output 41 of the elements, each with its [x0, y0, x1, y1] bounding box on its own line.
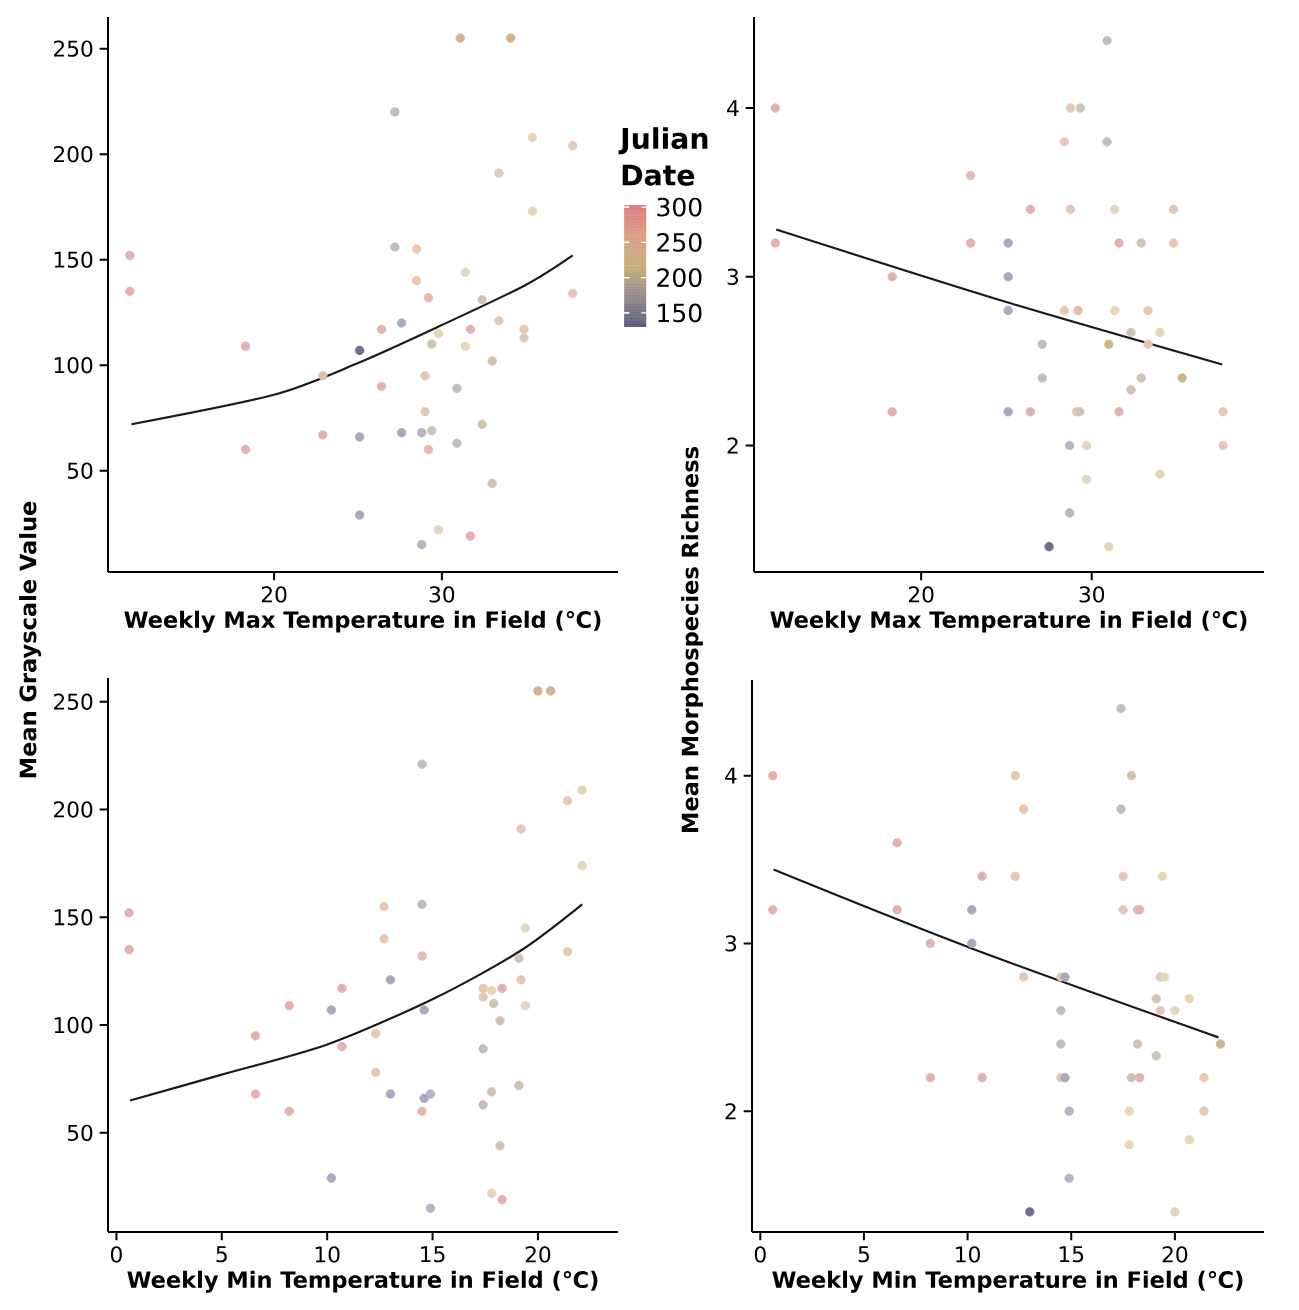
color-bar-label: 300 [657, 197, 702, 217]
y-tick-label: 4 [727, 100, 739, 116]
x-axis-title: Weekly Min Temperature in Field (℃) [127, 1270, 598, 1293]
color-bar-label: 200 [657, 268, 702, 288]
x-axis-title: Weekly Min Temperature in Field (℃) [772, 1270, 1243, 1293]
y-tick-label: 100 [54, 1016, 93, 1034]
y-axis-title: Mean Morphospecies Richness [681, 447, 703, 832]
y-axis-title: Mean Grayscale Value [19, 501, 42, 778]
y-tick-label: 2 [725, 1103, 736, 1120]
y-tick-label: 150 [54, 251, 93, 268]
color-bar-label: 150 [658, 303, 702, 323]
x-tick-label: 15 [421, 1246, 445, 1263]
x-tick-label: 30 [429, 586, 455, 603]
x-tick-label: 20 [1162, 1246, 1188, 1263]
x-tick-label: 20 [261, 586, 287, 603]
y-tick-label: 2 [727, 437, 738, 454]
x-tick-label: 5 [858, 1246, 869, 1263]
y-tick-label: 3 [727, 268, 739, 285]
x-tick-label: 10 [956, 1246, 980, 1263]
color-bar-label: 250 [657, 232, 702, 252]
y-tick-label: 3 [725, 935, 737, 952]
y-tick-label: 100 [54, 356, 93, 374]
x-tick-label: 15 [1059, 1246, 1084, 1263]
x-tick-label: 10 [315, 1246, 340, 1263]
x-tick-label: 0 [754, 1246, 766, 1263]
x-tick-label: 30 [1079, 586, 1105, 603]
x-tick-label: 20 [908, 586, 934, 603]
y-tick-label: 150 [54, 909, 93, 926]
y-tick-label: 250 [54, 693, 93, 710]
color-bar-title: Julian Date [618, 127, 708, 186]
y-tick-label: 4 [725, 767, 737, 784]
x-tick-label: 0 [110, 1246, 122, 1263]
y-tick-label: 250 [54, 40, 93, 57]
y-tick-label: 200 [54, 801, 93, 818]
x-axis-title: Weekly Max Temperature in Field (℃) [770, 610, 1247, 633]
x-tick-label: 20 [525, 1246, 551, 1263]
y-tick-label: 50 [67, 1124, 93, 1142]
y-tick-label: 200 [54, 145, 93, 163]
y-tick-label: 50 [67, 462, 93, 479]
x-axis-title: Weekly Max Temperature in Field (℃) [124, 610, 601, 633]
x-tick-label: 5 [216, 1246, 227, 1263]
